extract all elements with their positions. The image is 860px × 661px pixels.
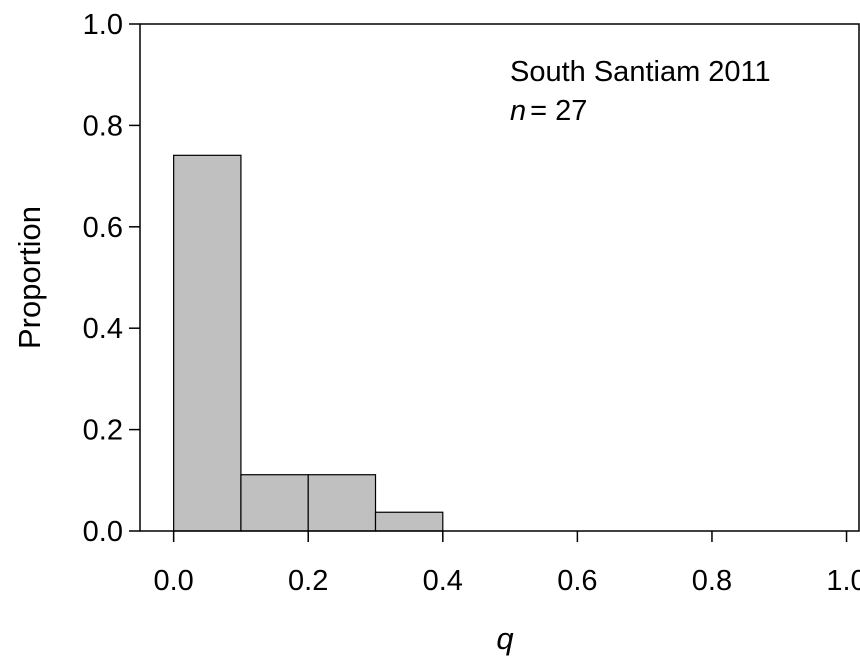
y-tick-label: 1.0 bbox=[83, 9, 123, 41]
annotation-n-value: = 27 bbox=[530, 95, 587, 127]
annotation-n-symbol: n bbox=[510, 95, 526, 127]
x-axis-label: q bbox=[496, 621, 514, 656]
histogram-bar-1 bbox=[173, 154, 242, 532]
x-tick-label: 0.4 bbox=[423, 565, 463, 597]
plot-frame bbox=[139, 23, 860, 532]
histogram-bar-4 bbox=[374, 511, 444, 532]
x-tick-label: 1.0 bbox=[826, 565, 860, 597]
x-tick-label: 0.2 bbox=[288, 565, 328, 597]
annotation-site-year: South Santiam 2011 bbox=[510, 56, 771, 88]
x-tick-label: 0.0 bbox=[153, 565, 193, 597]
y-tick-label: 0.8 bbox=[83, 110, 123, 142]
y-axis-label: Proportion bbox=[12, 206, 47, 349]
annotation-sample-size: n = 27 bbox=[510, 95, 587, 127]
histogram-bar-3 bbox=[307, 474, 377, 532]
y-axis-ticks: 0.0 0.2 0.4 0.6 0.8 1.0 bbox=[83, 9, 140, 548]
y-tick-label: 0.6 bbox=[83, 212, 123, 244]
x-tick-label: 0.6 bbox=[557, 565, 597, 597]
y-tick-label: 0.2 bbox=[83, 415, 123, 447]
y-tick-label: 0.4 bbox=[83, 313, 123, 345]
histogram-bar-2 bbox=[240, 474, 309, 532]
x-tick-label: 0.8 bbox=[692, 565, 732, 597]
x-axis-ticks: 0.0 0.2 0.4 0.6 0.8 1.0 bbox=[153, 531, 860, 597]
bars-group bbox=[173, 154, 444, 532]
y-tick-label: 0.0 bbox=[83, 516, 123, 548]
